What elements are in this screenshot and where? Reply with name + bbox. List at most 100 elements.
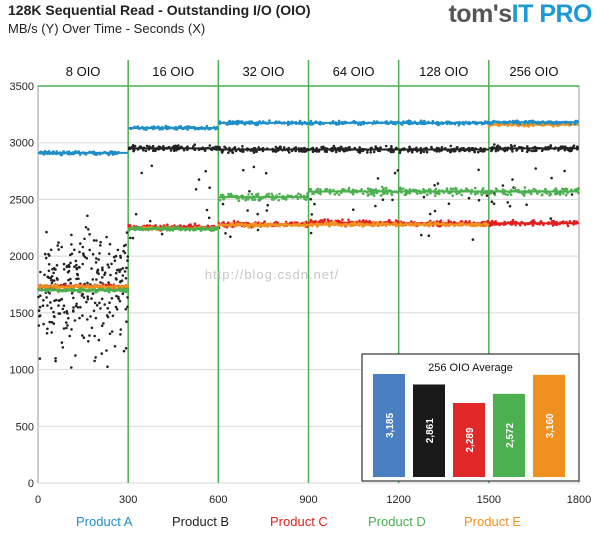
data-point xyxy=(358,146,362,149)
data-point xyxy=(372,150,376,154)
data-point xyxy=(265,193,269,196)
data-point xyxy=(223,145,226,149)
data-point xyxy=(433,184,436,187)
data-point xyxy=(86,281,89,285)
data-point xyxy=(99,240,102,244)
data-point xyxy=(161,225,165,228)
data-point xyxy=(125,320,128,324)
y-tick-label: 3000 xyxy=(10,138,34,150)
data-point xyxy=(552,125,555,128)
data-point xyxy=(60,341,64,344)
data-point xyxy=(150,164,154,168)
data-point xyxy=(62,268,66,271)
y-tick-label: 2500 xyxy=(10,194,34,206)
brand-logo-part2: IT PRO xyxy=(511,0,593,28)
data-point xyxy=(473,186,477,190)
legend-product-a: Product A xyxy=(76,514,133,529)
data-point xyxy=(545,192,549,195)
data-point xyxy=(48,254,51,257)
data-point xyxy=(95,278,98,281)
data-point xyxy=(56,244,59,247)
data-point xyxy=(224,232,227,235)
data-point xyxy=(107,266,111,269)
data-point xyxy=(313,202,316,206)
data-point xyxy=(460,193,464,197)
data-point xyxy=(97,258,100,261)
data-point xyxy=(440,146,444,149)
data-point xyxy=(204,169,207,173)
data-point xyxy=(203,149,207,152)
data-point xyxy=(526,145,529,148)
chart-title: 128K Sequential Read - Outstanding I/O (… xyxy=(8,2,311,18)
data-point xyxy=(248,190,251,193)
data-point xyxy=(89,315,92,318)
data-point xyxy=(123,251,127,255)
data-point xyxy=(506,201,510,204)
data-point xyxy=(58,312,62,315)
data-point xyxy=(90,267,93,270)
data-point xyxy=(93,359,96,363)
data-point xyxy=(351,193,355,196)
data-point xyxy=(347,218,350,222)
data-point xyxy=(399,186,402,190)
data-point xyxy=(50,281,54,285)
data-point xyxy=(101,268,104,272)
data-point xyxy=(78,316,81,320)
inset-bar-value: 2,572 xyxy=(505,422,516,447)
data-point xyxy=(477,198,481,202)
data-point xyxy=(247,198,250,201)
data-point xyxy=(309,231,313,235)
data-point xyxy=(498,223,501,227)
data-point xyxy=(119,254,122,258)
data-point xyxy=(410,220,413,223)
data-point xyxy=(522,194,526,197)
data-point xyxy=(68,334,71,338)
inset-bar-value: 2,289 xyxy=(465,427,476,452)
data-point xyxy=(94,261,98,264)
data-point xyxy=(337,193,341,196)
phase-label: 256 OIO xyxy=(509,64,558,79)
inset-bar xyxy=(493,393,525,477)
data-point xyxy=(425,150,429,154)
data-point xyxy=(73,319,77,322)
data-point xyxy=(126,296,129,299)
data-point xyxy=(372,194,376,197)
data-point xyxy=(329,221,332,224)
data-point xyxy=(68,265,71,269)
data-point xyxy=(425,193,429,197)
data-point xyxy=(53,315,56,319)
data-point xyxy=(393,171,397,175)
data-point xyxy=(92,239,96,242)
data-point xyxy=(86,297,90,301)
inset-chart-title: 256 OIO Average xyxy=(428,362,513,374)
data-point xyxy=(47,263,51,266)
data-point xyxy=(482,187,485,190)
data-point xyxy=(422,195,426,199)
data-point xyxy=(44,256,48,260)
data-point xyxy=(160,232,164,236)
inset-bar-value: 3,185 xyxy=(385,413,396,438)
data-point xyxy=(297,192,300,195)
data-point xyxy=(74,354,77,357)
data-point xyxy=(359,123,363,126)
data-point xyxy=(521,192,524,195)
data-point xyxy=(126,305,129,309)
data-point xyxy=(105,349,108,352)
data-point xyxy=(282,146,286,149)
data-point xyxy=(391,198,394,202)
data-point xyxy=(481,150,485,153)
data-point xyxy=(351,188,355,191)
data-point xyxy=(492,202,496,205)
data-point xyxy=(320,146,324,149)
data-point xyxy=(102,322,105,325)
data-point xyxy=(67,269,71,273)
data-point xyxy=(97,338,101,342)
data-point xyxy=(148,219,152,223)
data-point xyxy=(65,264,69,268)
data-point xyxy=(124,307,128,311)
data-point xyxy=(558,192,562,195)
data-point xyxy=(88,334,91,337)
data-point xyxy=(316,187,320,191)
data-point xyxy=(186,145,189,148)
data-point xyxy=(562,192,565,195)
